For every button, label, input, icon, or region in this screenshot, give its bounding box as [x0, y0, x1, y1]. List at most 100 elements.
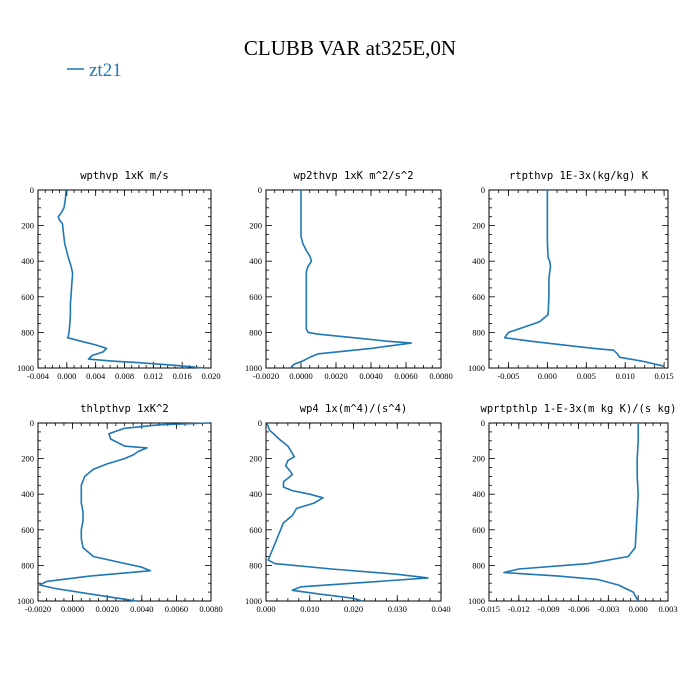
x-tick-label: 0.016: [173, 371, 192, 381]
x-tick-label: 0.0080: [199, 604, 222, 614]
y-tick-label: 600: [472, 292, 485, 302]
x-tick-label: 0.0040: [359, 371, 382, 381]
x-tick-label: 0.012: [144, 371, 163, 381]
x-tick-label: 0.0060: [165, 604, 188, 614]
legend-label: zt21: [89, 60, 122, 81]
y-tick-label: 1000: [17, 596, 34, 606]
legend: zt21: [67, 60, 122, 81]
y-tick-label: 600: [249, 525, 262, 535]
y-tick-label: 0: [30, 418, 34, 428]
x-tick-label: 0.0020: [324, 371, 347, 381]
x-tick-label: 0.0060: [394, 371, 417, 381]
y-tick-label: 800: [472, 560, 485, 570]
series-line-zt21: [503, 190, 665, 367]
chart-panel-1: wpthvp 1xK m/s 0 200 400 600 800 1000-0.004 0.0…: [17, 170, 221, 381]
y-tick-label: 600: [21, 292, 34, 302]
plot-frame: [37, 422, 212, 602]
y-tick-label: 400: [21, 256, 34, 266]
chart-panel-6: wprtpthlp 1-E-3x(m kg K)/(s kg) 0 200 400 60…: [468, 403, 678, 614]
y-tick-label: 200: [472, 454, 485, 464]
chart-panel-2: wp2thvp 1xK m^2/s^2 0 200 400 600 800 1000-0.0…: [245, 170, 453, 381]
y-tick-label: 400: [472, 256, 485, 266]
x-tick-label: 0.0020: [96, 604, 119, 614]
y-tick-label: 0: [258, 185, 262, 195]
y-tick-label: 1000: [468, 363, 485, 373]
panel-title: wprtpthlp 1-E-3x(m kg K)/(s kg): [481, 403, 677, 415]
y-tick-label: 1000: [245, 363, 262, 373]
y-tick-label: 1000: [17, 363, 34, 373]
y-tick-label: 800: [21, 327, 34, 337]
plot-frame: [37, 189, 212, 369]
y-tick-label: 0: [258, 418, 262, 428]
plot-frame: [488, 422, 669, 602]
x-tick-label: 0.000: [538, 371, 557, 381]
series-line-zt21: [289, 190, 413, 369]
x-tick-label: -0.004: [27, 371, 50, 381]
x-tick-label: 0.0080: [429, 371, 452, 381]
y-tick-label: 400: [472, 489, 485, 499]
y-tick-label: 0: [481, 418, 485, 428]
y-tick-label: 200: [21, 221, 34, 231]
x-tick-label: 0.005: [577, 371, 596, 381]
panel-title: wpthvp 1xK m/s: [80, 170, 169, 182]
panel-title: wp2thvp 1xK m^2/s^2: [293, 170, 413, 182]
x-tick-label: 0.020: [344, 604, 363, 614]
y-tick-label: 400: [249, 256, 262, 266]
y-tick-label: 0: [481, 185, 485, 195]
y-tick-label: 600: [21, 525, 34, 535]
y-tick-label: 200: [249, 454, 262, 464]
plot-frame: [265, 422, 442, 602]
x-tick-label: -0.006: [568, 604, 590, 614]
x-tick-label: 0.000: [256, 604, 275, 614]
y-tick-label: 400: [249, 489, 262, 499]
x-tick-label: 0.030: [388, 604, 407, 614]
series-line-zt21: [38, 422, 210, 602]
y-tick-label: 800: [21, 560, 34, 570]
x-tick-label: -0.0020: [25, 604, 51, 614]
x-tick-label: -0.0020: [253, 371, 279, 381]
x-tick-label: -0.012: [508, 604, 530, 614]
x-tick-label: 0.010: [300, 604, 319, 614]
panel-title: rtpthvp 1E-3x(kg/kg) K: [509, 170, 649, 182]
x-tick-label: 0.0000: [61, 604, 84, 614]
chart-panel-4: thlpthvp 1xK^2 0 200 400 600 800 1000-0.0020 0.…: [17, 403, 223, 614]
y-tick-label: 800: [249, 327, 262, 337]
x-tick-label: 0.004: [86, 371, 106, 381]
x-tick-label: 0.010: [616, 371, 635, 381]
x-tick-label: 0.040: [431, 604, 450, 614]
x-tick-label: 0.0000: [289, 371, 312, 381]
x-tick-label: -0.003: [597, 604, 619, 614]
series-line-zt21: [266, 422, 429, 602]
y-tick-label: 800: [249, 560, 262, 570]
x-tick-label: -0.015: [478, 604, 500, 614]
y-tick-label: 200: [472, 221, 485, 231]
y-tick-label: 800: [472, 327, 485, 337]
panel-title: thlpthvp 1xK^2: [80, 403, 169, 415]
series-line-zt21: [57, 189, 204, 369]
y-tick-label: 600: [472, 525, 485, 535]
series-line-zt21: [503, 423, 640, 602]
chart-panel-3: rtpthvp 1E-3x(kg/kg) K 0 200 400 600 800 1000 -…: [468, 170, 674, 381]
panel-title: wp4 1x(m^4)/(s^4): [300, 403, 407, 415]
y-tick-label: 1000: [245, 596, 262, 606]
y-tick-label: 600: [249, 292, 262, 302]
x-tick-label: 0.000: [57, 371, 76, 381]
plot-frame: [265, 189, 442, 369]
x-tick-label: -0.009: [538, 604, 560, 614]
y-tick-label: 400: [21, 489, 34, 499]
y-tick-label: 200: [21, 454, 34, 464]
y-tick-label: 0: [30, 185, 34, 195]
y-tick-label: 1000: [468, 596, 485, 606]
x-tick-label: 0.008: [115, 371, 134, 381]
x-tick-label: 0.003: [658, 604, 677, 614]
x-tick-label: 0.0040: [130, 604, 153, 614]
x-tick-label: -0.005: [497, 371, 519, 381]
x-tick-label: 0.015: [655, 371, 674, 381]
y-tick-label: 200: [249, 221, 262, 231]
figure-title: CLUBB VAR at325E,0N: [244, 36, 456, 60]
plot-frame: [488, 189, 669, 369]
x-tick-label: 0.020: [201, 371, 220, 381]
